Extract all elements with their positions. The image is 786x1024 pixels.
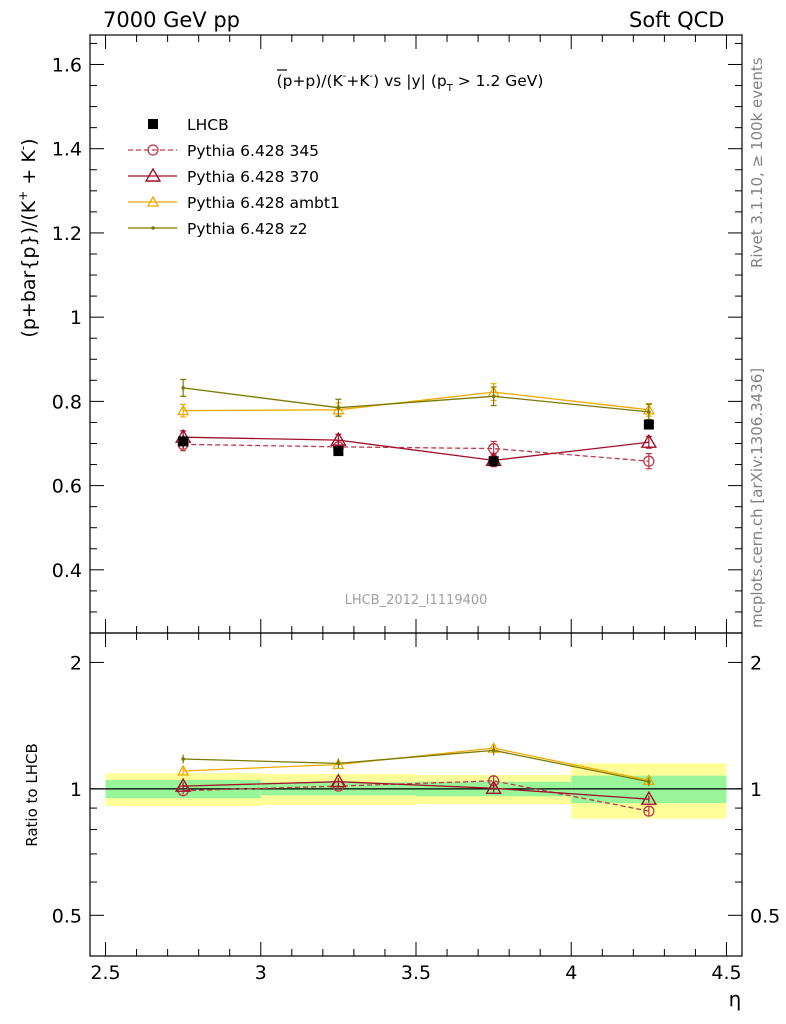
ratio-line-p345: [183, 780, 649, 812]
point-z2: [181, 386, 185, 390]
y-tick-label: 1.2: [52, 223, 82, 245]
ratio-point-z2: [647, 779, 651, 784]
series-line-z2: [183, 387, 649, 413]
legend-label-p345: Pythia 6.428 345: [187, 142, 319, 160]
y-tick-label: 0.4: [52, 560, 82, 582]
series-line-p370: [183, 436, 649, 461]
legend-label-z2: Pythia 6.428 z2: [187, 220, 307, 238]
y-tick-label: 0.6: [52, 476, 82, 498]
ratio-point-ambt1: [177, 764, 190, 776]
legend-marker-z2: [151, 226, 155, 230]
point-p370: [640, 433, 658, 448]
header-left: 7000 GeV pp: [103, 8, 241, 32]
y-tick-label: 1.4: [52, 139, 82, 161]
point-z2: [336, 405, 341, 410]
x-tick-label: 4.5: [711, 962, 741, 984]
axis-ticks: [90, 35, 742, 957]
tick-labels: 2.5 3 3.5 4 4.5 0.4 0.6 0.8 1 1.2 1.4 1.6 0.5 0.5 1 1 2 2: [52, 54, 780, 984]
legend: LHCB Pythia 6.428 345 Pythia 6.428 370 Pyth…: [128, 116, 340, 238]
series-line-p345: [183, 443, 649, 462]
point-z2: [491, 394, 496, 399]
ratio-point-z2: [181, 757, 185, 761]
header-right: Soft QCD: [629, 8, 725, 32]
legend-marker-p370: [144, 167, 162, 182]
legend-marker-p345: [147, 144, 159, 156]
ratio-point-z2: [491, 748, 496, 753]
ratio-bands: [105, 763, 727, 819]
ratio-point-p370: [485, 779, 502, 795]
ratio-y-tick-label-right: 2: [750, 652, 762, 674]
y-tick-label: 1: [70, 307, 82, 329]
plot-title: (p+p)/(K-+K-) vs |y| (pT > 1.2 GeV): [277, 71, 544, 94]
x-axis-label: η: [729, 987, 742, 1011]
legend-label-ambt1: Pythia 6.428 ambt1: [187, 194, 340, 212]
x-tick-label: 4: [565, 962, 577, 984]
main-ylabel: (p+bar{p})/(K+ + K-): [16, 138, 40, 337]
ratio-point-p345: [643, 805, 655, 817]
analysis-watermark: LHCB_2012_I1119400: [345, 593, 488, 608]
x-tick-label: 3: [255, 962, 267, 984]
legend-label-p370: Pythia 6.428 370: [187, 168, 319, 186]
data-point: [488, 456, 499, 467]
point-ambt1: [177, 404, 190, 416]
legend-marker-ambt1: [146, 195, 160, 207]
data-point: [178, 436, 189, 447]
ratio-y-tick-label-right: 0.5: [750, 905, 780, 927]
point-p345: [643, 455, 655, 467]
ratio-point-p370: [640, 790, 658, 805]
x-tick-label: 3.5: [401, 962, 431, 984]
legend-marker-data: [148, 119, 158, 129]
ratio-y-tick-label: 1: [70, 779, 82, 801]
data-point: [333, 446, 344, 457]
ratio-ylabel: Ratio to LHCB: [23, 743, 41, 847]
ratio-point-p370: [174, 777, 192, 792]
ratio-y-tick-label: 2: [70, 652, 82, 674]
ratio-y-tick-label-right: 1: [750, 779, 762, 801]
ratio-point-z2: [336, 761, 341, 766]
point-p370: [330, 431, 347, 446]
legend-label-data: LHCB: [187, 116, 229, 134]
series-line-ambt1: [183, 391, 649, 412]
ratio-y-tick-label: 0.5: [52, 905, 82, 927]
ratio-point-p370: [330, 773, 347, 788]
ratio-line-z2: [183, 749, 649, 783]
y-tick-label: 0.8: [52, 391, 82, 413]
point-z2: [647, 410, 651, 414]
data-point: [643, 419, 654, 430]
series-layer: [174, 378, 658, 817]
y-tick-label: 1.6: [52, 54, 82, 76]
x-tick-label: 2.5: [90, 962, 120, 984]
ratio-line-p370: [183, 781, 649, 800]
ratio-point-ambt1: [332, 758, 345, 770]
